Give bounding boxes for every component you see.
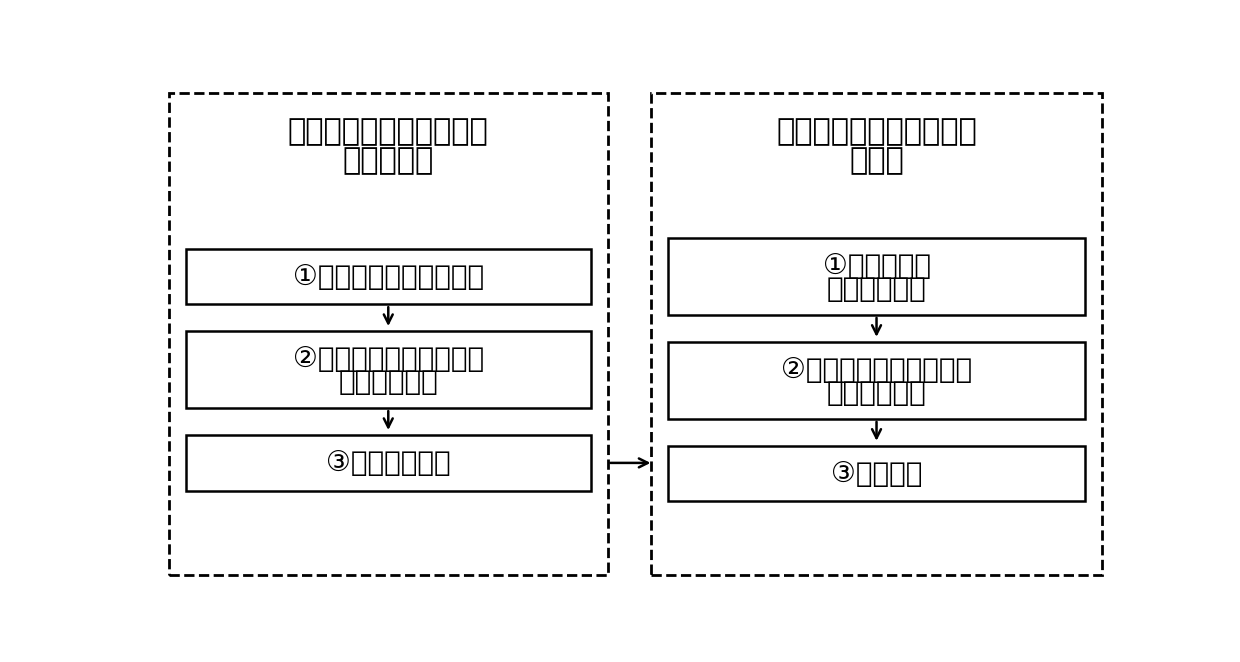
Text: 扰参数估计: 扰参数估计 [342,146,434,175]
Text: 时的雷达回波: 时的雷达回波 [339,368,438,396]
Text: 时的雷达回波: 时的雷达回波 [827,379,926,407]
Text: ②接收发射线性调频信号: ②接收发射线性调频信号 [293,345,484,373]
Text: ①生成并发射: ①生成并发射 [822,252,930,280]
Bar [186,249,590,305]
Bar [668,238,1085,315]
Text: ③干扰参数估计: ③干扰参数估计 [326,449,450,477]
Text: ①发射线性调频脉冲信号: ①发射线性调频脉冲信号 [293,263,484,291]
Bar [186,435,590,491]
Bar [668,342,1085,419]
Bar [668,446,1085,501]
Text: 扰抑制: 扰抑制 [849,146,904,175]
Bar [186,331,590,408]
Bar [651,93,1102,575]
Text: ②接收发射脉内调频信号: ②接收发射脉内调频信号 [781,355,972,384]
Text: 脉内调频信号: 脉内调频信号 [827,275,926,303]
Bar [169,93,608,575]
Text: ③干扰抑制: ③干扰抑制 [831,459,923,488]
Text: 第二步：间歇采样转发干: 第二步：间歇采样转发干 [776,117,977,146]
Text: 第一步：间歇采样转发干: 第一步：间歇采样转发干 [288,117,489,146]
